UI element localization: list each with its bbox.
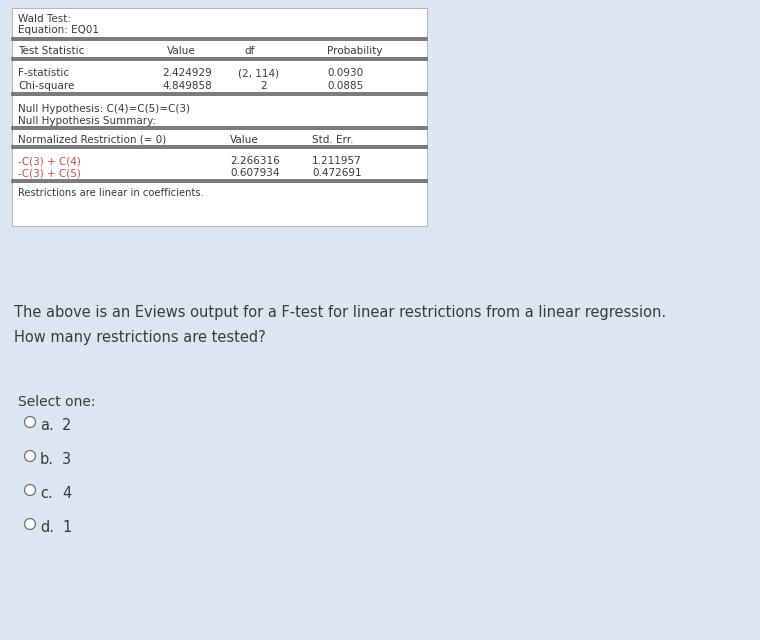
Text: df: df <box>244 46 255 56</box>
Text: 1.211957: 1.211957 <box>312 156 362 166</box>
Text: (2, 114): (2, 114) <box>238 68 279 78</box>
Text: The above is an Eviews output for a F-test for linear restrictions from a linear: The above is an Eviews output for a F-te… <box>14 305 666 320</box>
Text: 2.424929: 2.424929 <box>162 68 212 78</box>
Text: 2: 2 <box>62 419 71 433</box>
Text: -C(3) + C(5): -C(3) + C(5) <box>18 168 81 178</box>
Text: Equation: EQ01: Equation: EQ01 <box>18 25 99 35</box>
Text: b.: b. <box>40 452 54 467</box>
Text: How many restrictions are tested?: How many restrictions are tested? <box>14 330 266 345</box>
Text: 2: 2 <box>260 81 267 91</box>
Text: -C(3) + C(4): -C(3) + C(4) <box>18 156 81 166</box>
Text: 0.607934: 0.607934 <box>230 168 280 178</box>
Text: c.: c. <box>40 486 52 502</box>
Text: Value: Value <box>167 46 196 56</box>
Text: 0.0930: 0.0930 <box>327 68 363 78</box>
Text: Null Hypothesis: C(4)=C(5)=C(3): Null Hypothesis: C(4)=C(5)=C(3) <box>18 104 190 114</box>
Circle shape <box>24 518 36 529</box>
Text: Wald Test:: Wald Test: <box>18 14 71 24</box>
Circle shape <box>24 417 36 428</box>
Circle shape <box>24 484 36 495</box>
Text: Normalized Restriction (= 0): Normalized Restriction (= 0) <box>18 135 166 145</box>
Text: Chi-square: Chi-square <box>18 81 74 91</box>
Text: Null Hypothesis Summary:: Null Hypothesis Summary: <box>18 116 156 126</box>
Text: a.: a. <box>40 419 54 433</box>
Circle shape <box>24 451 36 461</box>
Text: Test Statistic: Test Statistic <box>18 46 84 56</box>
Text: Std. Err.: Std. Err. <box>312 135 353 145</box>
Text: 4.849858: 4.849858 <box>162 81 212 91</box>
Text: 1: 1 <box>62 520 71 536</box>
Text: d.: d. <box>40 520 54 536</box>
Text: F-statistic: F-statistic <box>18 68 69 78</box>
Text: Probability: Probability <box>327 46 382 56</box>
Text: 0.0885: 0.0885 <box>327 81 363 91</box>
Text: 2.266316: 2.266316 <box>230 156 280 166</box>
FancyBboxPatch shape <box>12 8 427 226</box>
Text: 0.472691: 0.472691 <box>312 168 362 178</box>
Text: 3: 3 <box>62 452 71 467</box>
Text: Select one:: Select one: <box>18 395 96 409</box>
Text: Value: Value <box>230 135 258 145</box>
Text: Restrictions are linear in coefficients.: Restrictions are linear in coefficients. <box>18 188 204 198</box>
Text: 4: 4 <box>62 486 71 502</box>
